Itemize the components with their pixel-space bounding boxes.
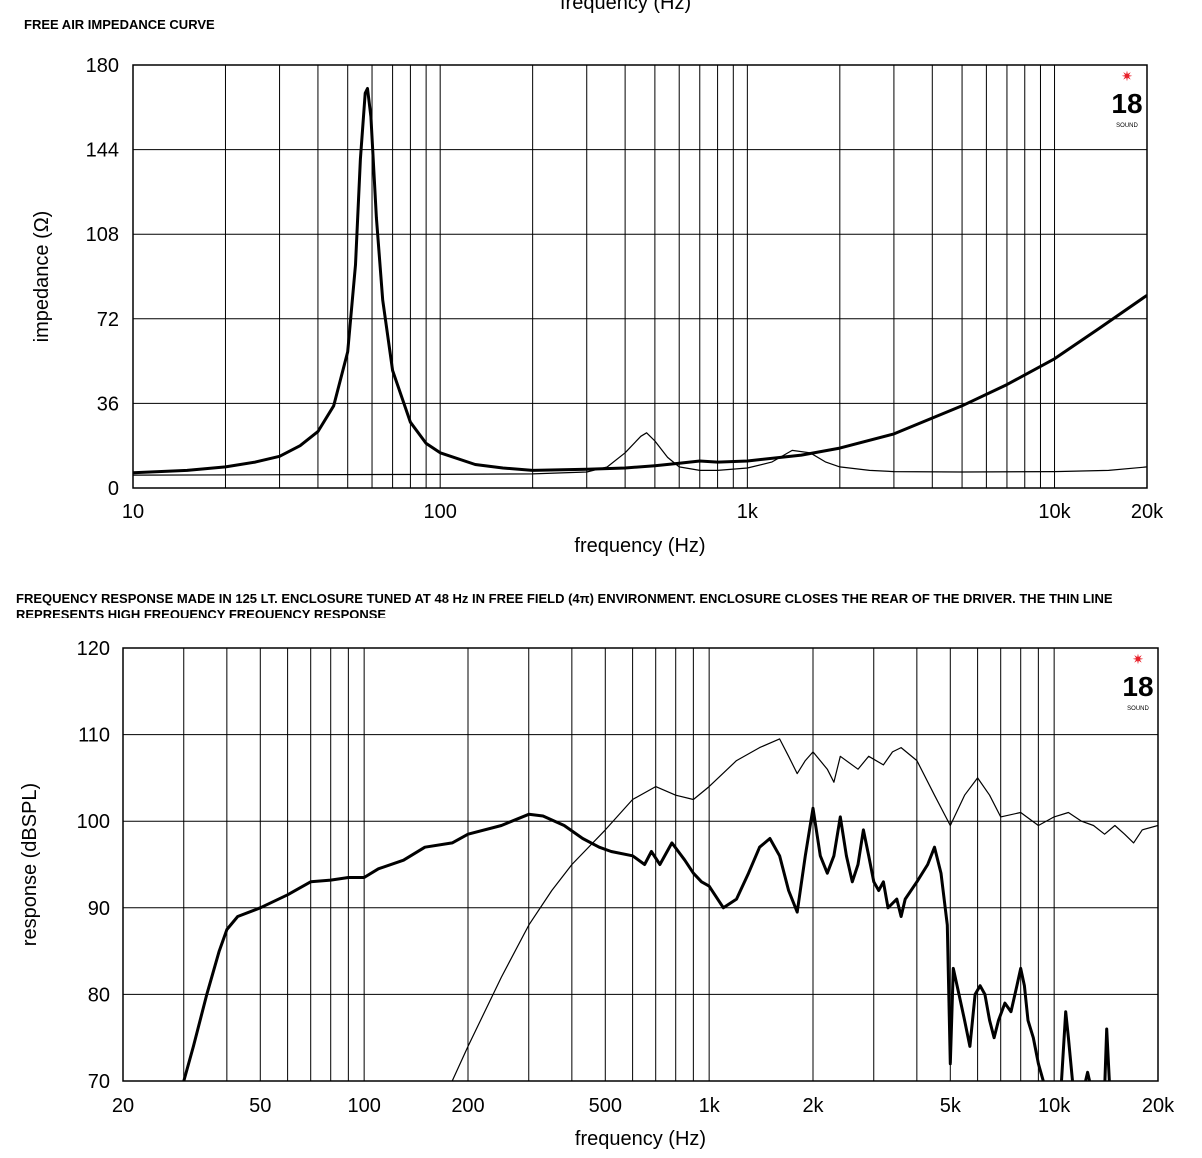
y-tick-label: 180: [86, 55, 119, 77]
x-tick-label: 200: [451, 1095, 484, 1117]
y-tick-label: 90: [88, 898, 110, 920]
series-line-thin: [451, 738, 1158, 1081]
series-line-thin: [133, 432, 1147, 476]
x-tick-label: 20: [112, 1095, 134, 1117]
x-tick-label: 5k: [940, 1095, 962, 1117]
y-tick-label: 108: [86, 224, 119, 246]
x-tick-label: 20k: [1142, 1095, 1175, 1117]
x-tick-label: 500: [589, 1095, 622, 1117]
logo-subtext: SOUND: [1127, 706, 1149, 712]
logo-number: 18: [1122, 671, 1153, 702]
x-axis-label: frequency (Hz): [574, 535, 705, 557]
x-tick-label: 2k: [802, 1095, 824, 1117]
x-tick-label: 1k: [737, 501, 759, 523]
x-tick-label: 100: [347, 1095, 380, 1117]
y-tick-label: 100: [77, 811, 110, 833]
logo-star-icon: ✷: [1132, 652, 1144, 668]
y-tick-label: 120: [77, 638, 110, 660]
chart1-title: FREE AIR IMPEDANCE CURVE: [24, 17, 215, 32]
y-tick-label: 80: [88, 984, 110, 1006]
series-line-thick: [182, 806, 1111, 1081]
series-line-thick: [133, 87, 1147, 475]
y-tick-label: 70: [88, 1071, 110, 1093]
chart-2: 70 80 90 100 110 120 20 50 100 200 500 1k 2k 5k 10k 20k…: [19, 638, 1175, 1150]
brand-logo: ✷ 18 SOUND: [1122, 652, 1153, 712]
logo-star-icon: ✷: [1121, 69, 1133, 85]
x-tick-label: 10k: [1038, 501, 1071, 523]
plot-frame: [122, 647, 1159, 1082]
brand-logo: ✷ 18 SOUND: [1111, 69, 1142, 129]
y-tick-label: 144: [86, 140, 119, 162]
chart-1: 0 36 72 108 144 180 10 100 1k 10k 20k frequency (Hz…: [31, 55, 1164, 557]
x-tick-label: 10: [122, 501, 144, 523]
y-tick-label: 0: [108, 478, 119, 500]
x-tick-label: 10k: [1038, 1095, 1071, 1117]
cut-off-axis-label: frequency (Hz): [560, 0, 692, 14]
chart2-title: FREQUENCY RESPONSE MADE IN 125 LT. ENCLO…: [16, 591, 1113, 618]
y-axis-label: impedance (Ω): [31, 211, 53, 343]
x-tick-label: 50: [249, 1095, 271, 1117]
logo-number: 18: [1111, 88, 1142, 119]
logo-subtext: SOUND: [1116, 123, 1138, 129]
plot-frame: [132, 64, 1148, 489]
y-tick-label: 110: [78, 725, 110, 747]
x-tick-label: 100: [423, 501, 456, 523]
x-axis-label: frequency (Hz): [575, 1128, 706, 1150]
y-tick-label: 36: [97, 393, 119, 415]
x-tick-label: 1k: [699, 1095, 721, 1117]
y-tick-label: 72: [97, 309, 119, 331]
x-tick-label: 20k: [1131, 501, 1164, 523]
y-axis-label: response (dBSPL): [19, 783, 41, 946]
